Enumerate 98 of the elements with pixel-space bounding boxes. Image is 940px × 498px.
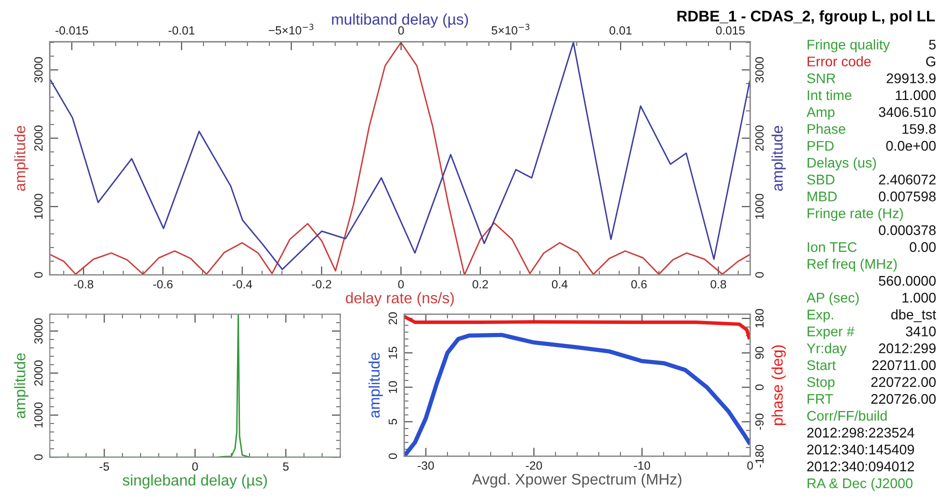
category-label: Fringe rate (Hz) bbox=[808, 208, 903, 221]
text: 3406.510 bbox=[878, 107, 936, 118]
y-tick-label: 0 bbox=[34, 454, 43, 460]
y2-tick-label: -90 bbox=[755, 414, 764, 430]
text: 159.8 bbox=[902, 124, 936, 134]
category-label: RA & Dec (J2000 bbox=[808, 478, 913, 491]
text: dbe_tst bbox=[891, 309, 936, 322]
x-axis-title: delay rate (ns/s) bbox=[346, 292, 454, 306]
y-tick-label: 5 bbox=[388, 418, 398, 425]
x-tick-label: -20 bbox=[526, 461, 542, 470]
x-axis-title: Avgd. Xpower Spectrum (MHz) bbox=[472, 473, 682, 488]
category-label: MBD bbox=[808, 192, 837, 202]
category-label: Error code bbox=[808, 56, 871, 66]
y-tick-label: 10 bbox=[388, 381, 398, 393]
y-axis-title: amplitude bbox=[14, 353, 28, 418]
x-tick-label: 0 bbox=[192, 462, 198, 471]
text: 11.000 bbox=[896, 90, 936, 100]
x-tick-label: 0 bbox=[398, 280, 404, 288]
x-tick-label: 0.8 bbox=[710, 280, 726, 288]
y-tick-label: 15 bbox=[388, 346, 398, 358]
text: 0.007598 bbox=[878, 192, 936, 202]
y2-tick-label: 0 bbox=[755, 384, 764, 390]
x2-tick-label: -0.01 bbox=[168, 26, 194, 35]
y2-tick-label: 180 bbox=[755, 309, 764, 328]
text: 2012:299 bbox=[879, 343, 936, 354]
category-label: SBD bbox=[807, 174, 834, 185]
y2-axis-title: phase (deg) bbox=[772, 345, 786, 425]
category-label: Yr:day bbox=[806, 343, 847, 356]
x2-tick-label: 0 bbox=[398, 26, 404, 35]
category-label: Exp. bbox=[808, 310, 834, 322]
category-label: Delays (us) bbox=[808, 157, 876, 170]
category-label: Phase bbox=[808, 124, 846, 134]
category-label: Corr/FF/build bbox=[807, 410, 887, 421]
y-tick-label: 0 bbox=[388, 453, 398, 459]
category-label: 2012:340:094012 bbox=[807, 462, 914, 472]
y-tick-label: 2000 bbox=[34, 360, 43, 386]
category-label: Amp bbox=[806, 107, 834, 120]
category-label: Exper # bbox=[808, 326, 854, 340]
category-label: PFD bbox=[808, 141, 834, 151]
x-tick-label: 0 bbox=[747, 461, 753, 470]
category-label: Fringe quality bbox=[808, 39, 890, 52]
text: 3410 bbox=[906, 326, 936, 336]
text: 0.000378 bbox=[878, 225, 936, 236]
category-label: Ref freq (MHz) bbox=[808, 258, 897, 272]
y2-tick-label: 2000 bbox=[755, 126, 764, 151]
category-label: AP (sec) bbox=[806, 292, 859, 306]
y2-tick-label: -180 bbox=[755, 444, 764, 468]
x2-tick-label: 5×10$^{−3}$ bbox=[492, 24, 530, 35]
category-label: Int time bbox=[808, 90, 852, 100]
y-tick-label: 3000 bbox=[34, 57, 43, 83]
category-label: Ion TEC bbox=[808, 242, 857, 252]
text: RDBE_1 - CDAS_2, fgroup L, pol LL bbox=[677, 10, 935, 25]
category-label: Start bbox=[807, 360, 836, 370]
y2-tick-label: 3000 bbox=[755, 57, 764, 83]
category-label: FRT bbox=[808, 394, 833, 404]
y-axis-title: amplitude bbox=[368, 352, 383, 418]
x-tick-label: -0.8 bbox=[74, 280, 94, 288]
x2-tick-label: 0.01 bbox=[610, 26, 632, 35]
x-tick-label: -5 bbox=[100, 462, 110, 471]
text: 220726.00 bbox=[871, 394, 936, 404]
x-axis-title: singleband delay (µs) bbox=[122, 474, 267, 489]
y2-tick-label: 1000 bbox=[755, 194, 764, 219]
x2-tick-label: -0.015 bbox=[56, 26, 88, 35]
category-label: 2012:298:223524 bbox=[807, 428, 914, 438]
x-tick-label: 0.2 bbox=[472, 280, 488, 288]
x-tick-label: 0.4 bbox=[552, 280, 568, 288]
x-tick-label: 0.6 bbox=[631, 280, 647, 288]
text: 1.000 bbox=[902, 292, 936, 303]
category-label: Stop bbox=[807, 377, 835, 390]
text: 220722.00 bbox=[871, 377, 936, 387]
y-tick-label: 1000 bbox=[34, 194, 43, 219]
x-tick-label: -0.2 bbox=[312, 280, 332, 288]
y-tick-label: 0 bbox=[34, 272, 43, 278]
text: G bbox=[926, 56, 936, 66]
text: 220711.00 bbox=[872, 360, 936, 370]
text: 560.0000 bbox=[878, 276, 936, 286]
x2-tick-label: −5×10$^{−3}$ bbox=[268, 24, 314, 35]
y-axis-title: amplitude bbox=[14, 126, 28, 191]
category-label: 2012:340:145409 bbox=[807, 444, 914, 454]
text: 0.00 bbox=[910, 242, 936, 252]
x-tick-label: 5 bbox=[283, 462, 289, 471]
y-tick-label: 3000 bbox=[34, 318, 43, 344]
x-tick-label: -0.6 bbox=[153, 280, 173, 288]
y-tick-label: 20 bbox=[388, 312, 398, 324]
y-tick-label: 1000 bbox=[34, 402, 43, 428]
y2-tick-label: 90 bbox=[755, 346, 764, 359]
x-tick-label: -30 bbox=[418, 461, 434, 470]
text: 5 bbox=[929, 40, 936, 50]
x2-tick-label: 0.015 bbox=[716, 26, 745, 35]
x-tick-label: -0.4 bbox=[232, 280, 252, 288]
y2-axis-title: amplitude bbox=[772, 126, 786, 191]
y-tick-label: 2000 bbox=[34, 126, 43, 151]
text: 0.0e+00 bbox=[886, 140, 936, 151]
x-tick-label: -10 bbox=[634, 461, 650, 470]
text: 2.406072 bbox=[879, 174, 936, 185]
category-label: SNR bbox=[807, 73, 836, 84]
text: 29913.9 bbox=[886, 73, 936, 84]
y2-tick-label: 0 bbox=[755, 272, 764, 278]
